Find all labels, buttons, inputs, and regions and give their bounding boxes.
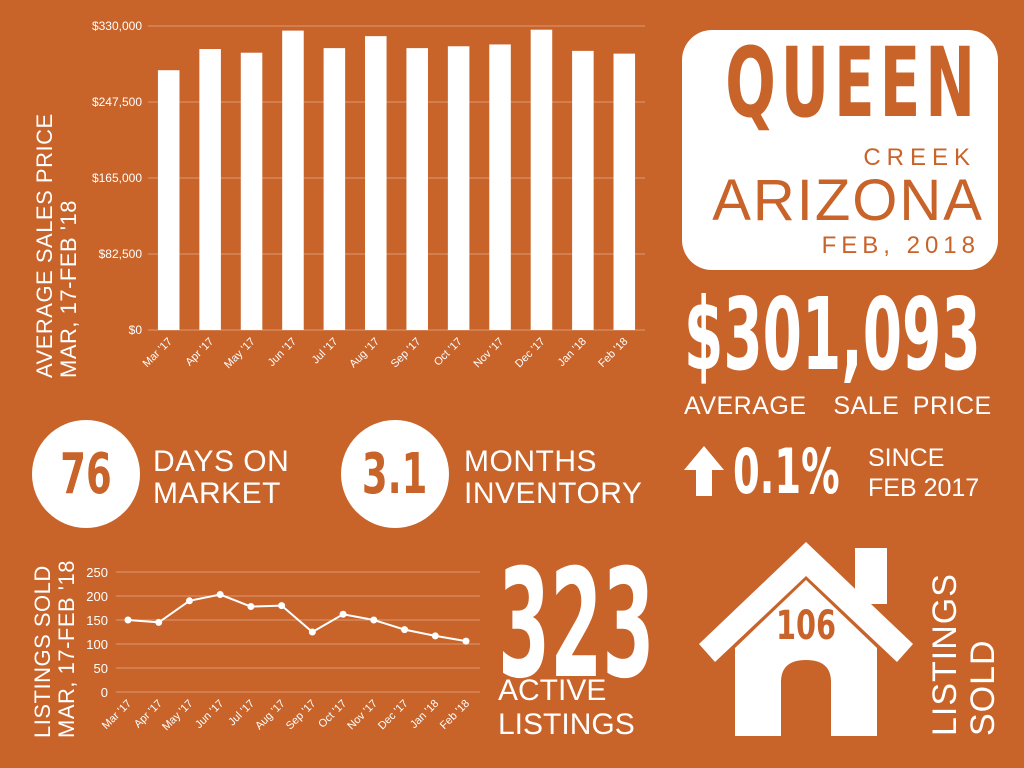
line-chart-point [370,616,378,624]
bar-chart-ytick-label: $0 [129,323,143,337]
bar-chart-bar [240,52,263,331]
listings-sold-label: LISTINGS SOLD [926,573,1002,736]
bar-chart-xtick-label: Feb '18 [596,336,630,370]
line-chart-point [462,637,470,645]
line-chart-ytick-label: 100 [86,637,108,652]
days-on-market-circle: 76 [32,420,140,528]
title-card: QUEEN CREEK ARIZONA FEB, 2018 [682,27,998,270]
line-chart-point [185,597,193,605]
price-change-label: SINCE FEB 2017 [868,443,979,503]
line-chart-xtick-label: Mar '17 [100,698,134,732]
bar-chart-bar [199,49,221,330]
bar-chart: $0 $82,500 $165,000 $247,500 $330,000 Mar '17… [92,19,645,371]
months-inventory-label-line2: INVENTORY [464,477,643,510]
bar-chart-bar [572,50,594,330]
bar-chart-xtick-label: Jun '17 [266,336,299,369]
line-chart-ytick-label: 0 [101,685,108,700]
line-chart-xtick-label: Jan '18 [408,698,441,731]
listings-sold-value: 106 [776,603,836,649]
bar-chart-xtick-label: Jul '17 [310,336,341,367]
bar-chart-xtick-label: Dec '17 [513,336,548,371]
price-change-label-line1: SINCE [868,444,945,472]
arrow-up-icon [684,446,724,496]
line-chart-xtick-label: May '17 [160,698,195,733]
bar-chart-bar [489,44,511,330]
bar-chart-ytick-label: $330,000 [92,19,142,33]
bar-chart-bar [323,48,346,330]
price-change-label-line2: FEB 2017 [868,474,980,502]
bar-chart-bar [406,48,428,330]
line-chart-ytick-label: 50 [94,661,108,676]
listings-sold-label-line1: LISTINGS [926,573,964,736]
bar-chart-bar [530,29,553,331]
city-sub: CREEK [863,144,976,171]
active-listings-label-line2: LISTINGS [498,708,635,741]
active-listings-label-line1: ACTIVE [498,674,607,707]
months-inventory-value: 3.1 [362,441,428,507]
bar-chart-ytick-label: $165,000 [92,171,142,185]
bar-chart-bar [365,36,387,331]
days-on-market-label-line2: MARKET [153,477,282,510]
bar-chart-xtick-label: Jan '18 [556,336,589,369]
line-chart-point [431,632,439,640]
line-chart-ytick-label: 200 [86,589,108,604]
months-inventory-label: MONTHS INVENTORY [464,446,642,510]
line-chart-ytick-label: 150 [86,613,108,628]
bar-chart-xtick-label: Oct '17 [432,336,465,369]
house-icon: 106 [699,542,913,736]
line-chart-xtick-label: Oct '17 [316,698,349,731]
days-on-market-value: 76 [60,441,112,507]
line-chart-ytick-label: 250 [86,565,108,580]
bar-chart-xtick-label: Sep '17 [389,336,424,371]
bar-chart-bar [447,46,470,331]
line-chart-xtick-label: Sep '17 [284,698,319,733]
line-chart-xtick-label: Dec '17 [376,698,411,733]
price-change-value: 0.1% [733,435,840,508]
state-name: ARIZONA [712,168,984,233]
bar-chart-ytick-label: $82,500 [99,247,143,261]
city-name: QUEEN [725,27,980,139]
months-inventory-circle: 3.1 [341,420,449,528]
line-chart-xtick-label: Nov '17 [345,698,380,733]
months-inventory-label-line1: MONTHS [464,445,597,478]
line-chart-xtick-label: Jun '17 [193,698,226,731]
bar-chart-bar [157,70,180,330]
bar-chart-bar [282,30,304,331]
active-listings-value: 323 [498,538,655,712]
bar-chart-xtick-label: May '17 [222,336,257,371]
line-chart-point [247,603,255,611]
average-sale-price-value: $301,093 [684,276,981,393]
listings-sold-label-line2: SOLD [964,639,1002,736]
bar-chart-xtick-label: Aug '17 [347,336,382,371]
bar-chart-ytick-label: $247,500 [92,95,142,109]
line-chart-xtick-label: Aug '17 [253,698,288,733]
bar-chart-xtick-label: Apr '17 [183,336,216,369]
line-chart-xtick-label: Feb '18 [438,698,472,732]
line-chart-point [278,602,286,610]
line-chart-series-line [127,593,467,643]
date-label: FEB, 2018 [821,232,980,259]
line-chart-point [339,610,347,618]
bar-chart-xtick-label: Mar '17 [141,336,175,370]
bar-chart-bar [613,53,636,331]
line-chart-point [155,618,163,626]
bar-chart-xtick-label: Nov '17 [472,336,507,371]
line-chart-point [308,628,316,636]
days-on-market-label-line1: DAYS ON [153,445,290,478]
days-on-market-label: DAYS ON MARKET [153,446,289,510]
line-chart-point [216,591,224,599]
line-chart-point [124,616,132,624]
average-sale-price-caption: AVERAGE SALE PRICE [684,392,992,420]
active-listings-label: ACTIVE LISTINGS [498,674,635,742]
line-chart-point [401,626,409,634]
